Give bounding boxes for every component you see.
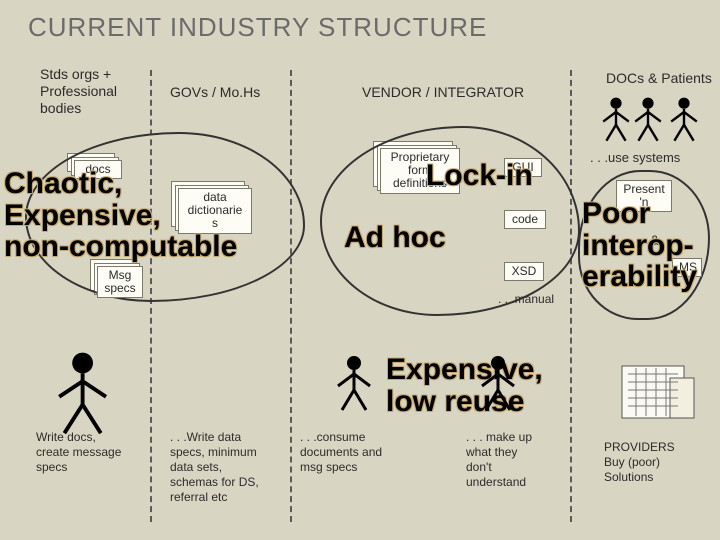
overlay-adhoc: Ad hoc [344, 222, 446, 254]
person-icon [478, 354, 518, 412]
overlay-lockin: Lock-in [426, 160, 533, 192]
col-head-docs: DOCs & Patients [606, 70, 712, 87]
text-use-systems: . . .use systems [590, 150, 680, 166]
caption-write-data: . . .Write data specs, minimum data sets… [170, 430, 259, 505]
person-icon [632, 96, 664, 142]
col-head-govs: GOVs / Mo.Hs [170, 84, 260, 101]
page-title: CURRENT INDUSTRY STRUCTURE [28, 12, 487, 43]
building-icon [620, 356, 698, 429]
overlay-exp-reuse: Expensive, low reuse [386, 354, 543, 417]
caption-makeup: . . . make up what they don't understand [466, 430, 532, 490]
caption-write-docs: Write docs, create message specs [36, 430, 121, 475]
text-manual: . . .manual [498, 292, 554, 307]
col-head-vendor: VENDOR / INTEGRATOR [362, 84, 524, 101]
caption-consume: . . .consume documents and msg specs [300, 430, 382, 475]
box-code: code [504, 210, 546, 229]
overlay-chaotic: Chaotic, Expensive, non-computable [4, 168, 237, 263]
box-xsd: XSD [504, 262, 544, 281]
separator-2 [290, 70, 292, 522]
box-msg-specs: Msg specs [97, 266, 143, 298]
person-icon [668, 96, 700, 142]
separator-3 [570, 70, 572, 522]
overlay-poor: Poor interop- erability [582, 198, 697, 293]
col-head-stds: Stds orgs + Professional bodies [40, 66, 117, 116]
person-icon [334, 354, 374, 412]
person-icon [600, 96, 632, 142]
person-icon [54, 350, 111, 436]
caption-providers: PROVIDERS Buy (poor) Solutions [604, 440, 675, 485]
